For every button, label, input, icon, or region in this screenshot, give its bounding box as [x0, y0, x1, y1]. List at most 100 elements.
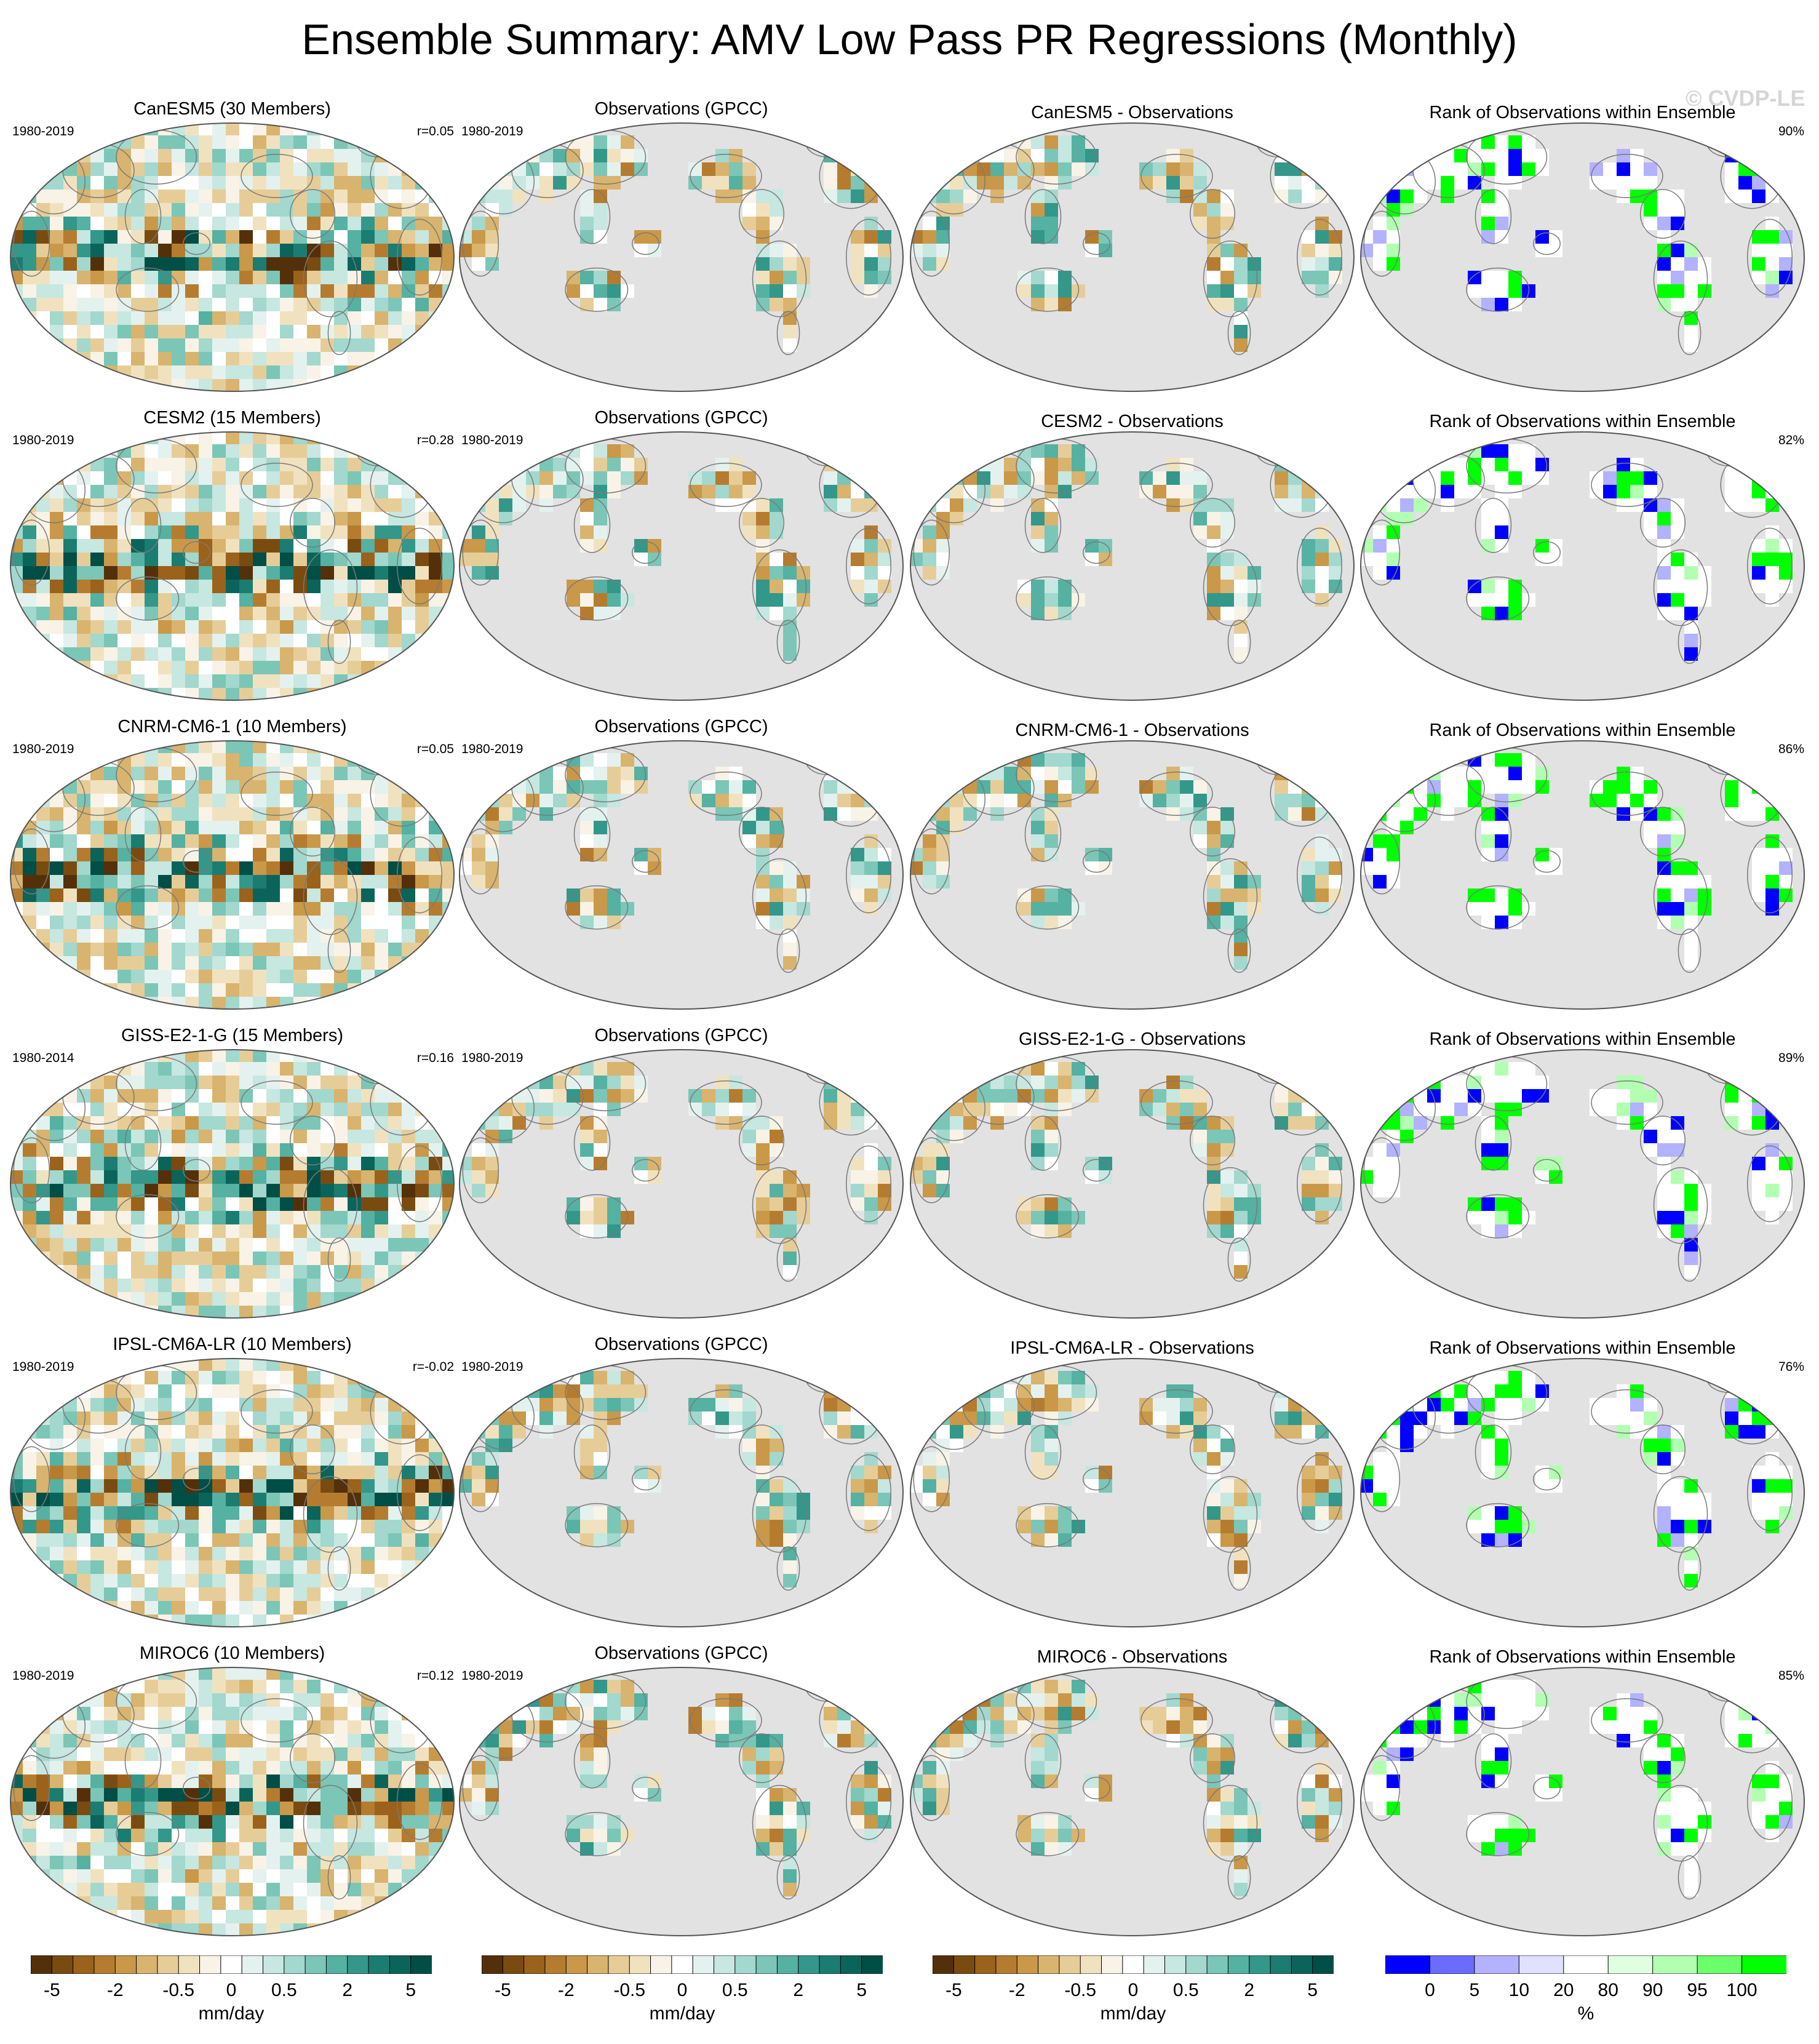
rank-percent: 86%	[1778, 742, 1804, 756]
colorbar-box	[178, 1955, 201, 1974]
map-diff	[910, 122, 1355, 392]
panel-diff: MIROC6 - Observations	[909, 1643, 1355, 1937]
map-rank	[1360, 1667, 1805, 1936]
map-rank	[1360, 122, 1805, 392]
pattern-correlation: r=0.05	[416, 742, 454, 756]
panel-model: CanESM5 (30 Members) 1980-2019 r=0.05	[9, 98, 455, 393]
colorbar-box	[776, 1955, 799, 1974]
panel-model: CNRM-CM6-1 (10 Members) 1980-2019 r=0.05	[9, 716, 455, 1010]
panel-title: Observations (GPCC)	[594, 408, 768, 428]
colorbar-box	[389, 1955, 412, 1974]
map-border	[910, 122, 1355, 392]
colorbar-box	[713, 1955, 736, 1974]
map-border	[10, 1667, 455, 1936]
period-label: 1980-2019	[461, 1360, 523, 1374]
map-obs	[459, 1358, 904, 1627]
panel-title: CESM2 (15 Members)	[143, 408, 321, 428]
colorbar-box	[1227, 1955, 1250, 1974]
colorbar-box	[734, 1955, 757, 1974]
panel-title: CNRM-CM6-1 (10 Members)	[117, 717, 347, 737]
colorbar-box	[482, 1955, 504, 1974]
panel-obs: Observations (GPCC) 1980-2019	[458, 407, 904, 701]
colorbar-box	[587, 1955, 609, 1974]
colorbar-box	[819, 1955, 842, 1974]
colorbar-box	[650, 1955, 672, 1974]
map-field	[910, 741, 1354, 1009]
period-label: 1980-2019	[461, 1051, 523, 1065]
colorbar-box	[755, 1955, 778, 1974]
map-border	[1360, 431, 1805, 701]
period-label: 1980-2014	[12, 1051, 74, 1065]
map-border	[910, 431, 1355, 701]
map-border	[459, 431, 904, 701]
map-obs	[459, 122, 904, 392]
colorbar-tick-label: -0.5	[613, 1980, 646, 2000]
panel-title: Rank of Observations within Ensemble	[1429, 1338, 1736, 1358]
map-border	[10, 740, 455, 1010]
panel-obs: Observations (GPCC) 1980-2019	[458, 98, 904, 393]
map-field	[460, 741, 903, 1009]
map-model	[10, 431, 455, 701]
map-rank	[1360, 1049, 1805, 1319]
colorbar-tick-label: 5	[856, 1980, 867, 2000]
panel-title: Rank of Observations within Ensemble	[1429, 412, 1736, 431]
map-diff	[910, 1358, 1355, 1627]
map-diff	[910, 1049, 1355, 1319]
colorbar-box	[1518, 1955, 1564, 1974]
panel-title: Observations (GPCC)	[594, 1026, 768, 1045]
panel-rank: Rank of Observations within Ensemble 82%	[1359, 407, 1805, 701]
map-border	[910, 740, 1355, 1010]
coastlines	[13, 1056, 442, 1282]
colorbar-box	[1385, 1955, 1431, 1974]
colorbar-box	[1101, 1955, 1123, 1974]
colorbar-box	[284, 1955, 306, 1974]
map-field	[910, 123, 1354, 391]
colorbar-box	[1016, 1955, 1039, 1974]
colorbar-tick-label: 0	[677, 1980, 688, 2000]
map-field	[1361, 432, 1804, 700]
colorbar-box	[798, 1955, 821, 1974]
colorbar-box	[94, 1955, 116, 1974]
map-border	[459, 1358, 904, 1627]
period-label: 1980-2019	[12, 124, 74, 138]
colorbar-box	[157, 1955, 180, 1974]
map-field	[1361, 123, 1804, 391]
colorbar-diverging	[933, 1955, 1334, 1974]
colorbar-box	[1697, 1955, 1743, 1974]
colorbar-box	[136, 1955, 158, 1974]
map-border	[459, 1667, 904, 1936]
map-border	[910, 1667, 1355, 1936]
pattern-correlation: r=0.28	[416, 433, 454, 447]
map-model	[10, 1358, 455, 1627]
map-border	[1360, 1667, 1805, 1936]
panel-title: Rank of Observations within Ensemble	[1429, 1647, 1736, 1667]
map-model	[10, 1667, 455, 1936]
colorbar-box	[410, 1955, 432, 1974]
map-border	[459, 1049, 904, 1319]
map-border	[10, 1049, 455, 1319]
panel-obs: Observations (GPCC) 1980-2019	[458, 1334, 904, 1628]
panel-title: Observations (GPCC)	[594, 1335, 768, 1354]
rank-percent: 82%	[1778, 433, 1804, 447]
colorbar-tick-label: -0.5	[162, 1980, 195, 2000]
panel-title: Rank of Observations within Ensemble	[1429, 1029, 1736, 1049]
panel-rank: Rank of Observations within Ensemble 76%	[1359, 1334, 1805, 1628]
colorbar-tick-label: 0.5	[722, 1980, 748, 2000]
panel-title: Observations (GPCC)	[594, 1643, 768, 1663]
colorbar-unit: %	[1577, 2003, 1594, 2024]
panel-model: GISS-E2-1-G (15 Members) 1980-2014 r=0.16	[9, 1025, 455, 1319]
colorbar-box	[325, 1955, 348, 1974]
panel-title: CNRM-CM6-1 - Observations	[1015, 721, 1249, 740]
period-label: 1980-2019	[461, 433, 523, 447]
colorbar-tick-label: 5	[405, 1980, 416, 2000]
colorbar-box	[1206, 1955, 1229, 1974]
map-rank	[1360, 740, 1805, 1010]
map-border	[10, 431, 455, 701]
colorbar-box	[1185, 1955, 1208, 1974]
map-border	[1360, 1049, 1805, 1319]
panel-model: CESM2 (15 Members) 1980-2019 r=0.28	[9, 407, 455, 701]
map-border	[459, 740, 904, 1010]
period-label: 1980-2019	[461, 742, 523, 756]
colorbar-box	[995, 1955, 1018, 1974]
map-obs	[459, 1667, 904, 1936]
